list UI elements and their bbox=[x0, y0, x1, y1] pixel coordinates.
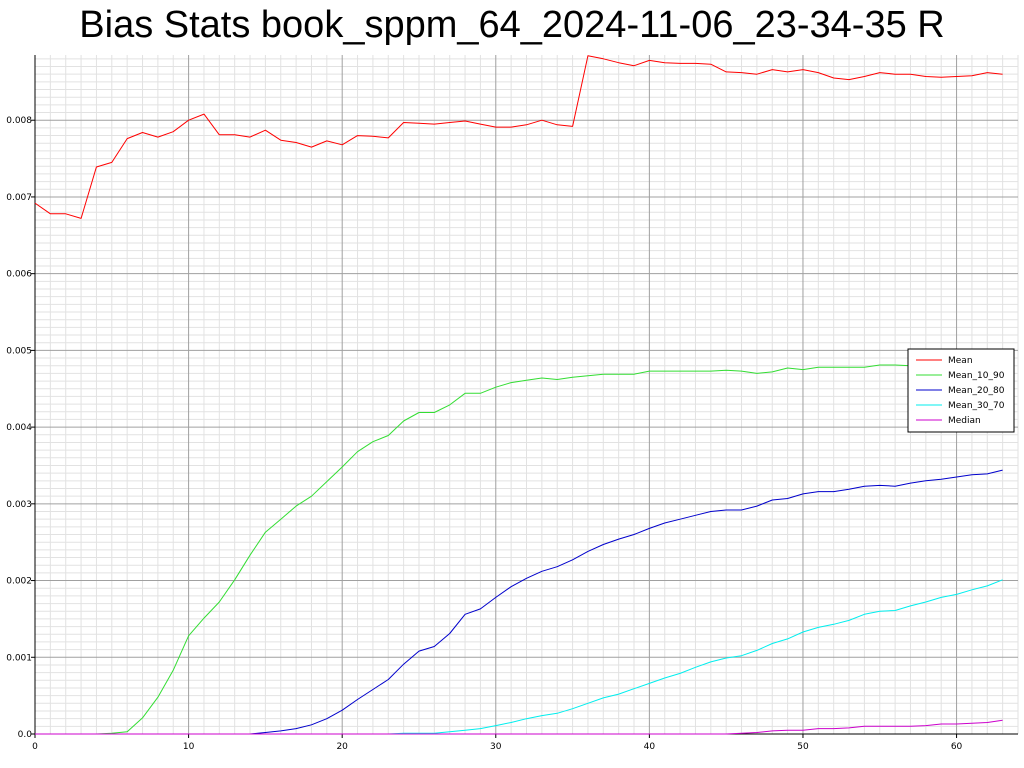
x-tick-label: 10 bbox=[183, 742, 195, 752]
series-lines bbox=[34, 55, 1003, 735]
x-tick-label: 20 bbox=[336, 742, 348, 752]
y-tick-label: 0.005 bbox=[6, 346, 32, 356]
x-tick-label: 60 bbox=[951, 742, 963, 752]
y-tick-label: 0.008 bbox=[6, 116, 32, 126]
tick-labels: 0 10 20 30 40 50 60 0.0 0.001 0.002 0.003 0.004 0.00… bbox=[6, 116, 962, 752]
x-tick-label: 0 bbox=[32, 742, 38, 752]
series-line-mean bbox=[34, 55, 1003, 219]
legend-label: Mean_10_90 bbox=[948, 371, 1005, 381]
legend: Mean Mean_10_90 Mean_20_80 Mean_30_70 Median bbox=[907, 348, 1015, 433]
minor-grid bbox=[35, 55, 1019, 734]
series-line-mean_20_80 bbox=[35, 469, 1003, 735]
x-tick-label: 40 bbox=[644, 742, 656, 752]
series-line-mean_10_90 bbox=[35, 353, 1003, 735]
x-tick-label: 50 bbox=[797, 742, 809, 752]
legend-label: Median bbox=[948, 416, 981, 426]
y-tick-label: 0.003 bbox=[6, 500, 32, 510]
chart-title: Bias Stats book_sppm_64_2024-11-06_23-34… bbox=[79, 4, 945, 46]
y-tick-label: 0.001 bbox=[6, 653, 32, 663]
y-tick-label: 0.006 bbox=[6, 270, 32, 280]
y-tick-label: 0.002 bbox=[6, 577, 32, 587]
legend-label: Mean_30_70 bbox=[948, 401, 1005, 411]
y-tick-label: 0.0 bbox=[18, 730, 33, 740]
y-tick-label: 0.004 bbox=[6, 423, 32, 433]
y-tick-label: 0.007 bbox=[6, 193, 32, 203]
series-line-median bbox=[35, 719, 1003, 735]
x-tick-label: 30 bbox=[490, 742, 502, 752]
legend-label: Mean bbox=[948, 356, 973, 366]
legend-label: Mean_20_80 bbox=[948, 386, 1005, 396]
